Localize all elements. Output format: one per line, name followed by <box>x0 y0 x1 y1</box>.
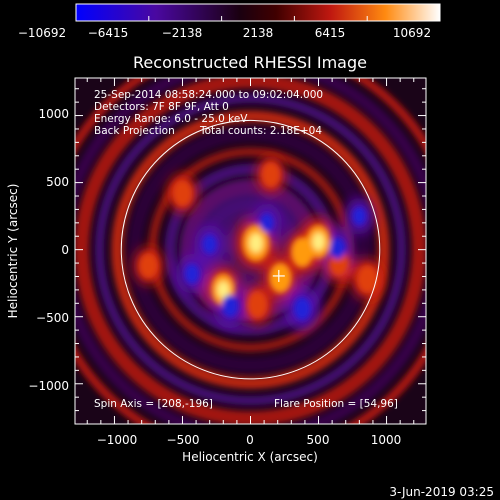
spin-axis-marker <box>272 269 285 282</box>
colorbar-tick-label: 10692 <box>393 26 431 40</box>
colorbar-gradient <box>75 3 441 22</box>
positive-source <box>138 252 158 279</box>
positive-source <box>172 179 193 207</box>
annotations: 25-Sep-2014 08:58:24.000 to 09:02:04.000… <box>94 89 398 410</box>
footer-date: 3-Jun-2019 03:25 <box>389 485 494 499</box>
x-tick-label: 1000 <box>371 433 402 447</box>
negative-source <box>329 237 346 260</box>
negative-source <box>221 294 239 318</box>
x-tick-label: −1000 <box>97 433 138 447</box>
y-tick-label: 1000 <box>38 107 69 121</box>
x-tick-label: 0 <box>246 433 254 447</box>
positive-source <box>291 237 314 268</box>
negative-source <box>184 263 200 284</box>
ring-band <box>94 94 407 406</box>
positive-source <box>357 264 378 294</box>
axis-ticks <box>75 78 426 424</box>
time-range-text: 25-Sep-2014 08:58:24.000 to 09:02:04.000 <box>94 89 323 101</box>
y-tick-label: 500 <box>46 175 69 189</box>
solar-limb-circle <box>120 119 381 380</box>
positive-source <box>247 290 268 319</box>
y-tick-label: −500 <box>36 311 69 325</box>
source-core-layer <box>138 161 378 321</box>
image-area <box>75 78 426 424</box>
spin-axis-text: Spin Axis = [208,-196] <box>94 398 213 410</box>
positive-source-peak <box>312 232 325 251</box>
negative-source <box>259 213 274 233</box>
negative-source <box>352 206 367 226</box>
positive-source <box>269 262 292 293</box>
y-axis-label: Heliocentric Y (arcsec) <box>6 184 20 319</box>
chart-title: Reconstructed RHESSI Image <box>133 53 367 72</box>
x-tick-label: −500 <box>167 433 200 447</box>
total-counts-text: Total counts: 2.18E+04 <box>199 125 322 137</box>
flare-position-text: Flare Position = [54,96] <box>274 398 398 410</box>
detectors-text: Detectors: 7F 8F 9F, Att 0 <box>94 101 229 113</box>
y-tick-label: 0 <box>61 243 69 257</box>
colorbar-tick-label: 6415 <box>315 26 346 40</box>
y-tick-labels: 1000 500 0 −500 −1000 <box>28 107 69 393</box>
x-axis-label: Heliocentric X (arcsec) <box>182 450 318 464</box>
negative-source <box>202 234 217 254</box>
colorbar: −10692 −6415 −2138 2138 6415 10692 <box>18 3 441 40</box>
positive-source-peak <box>249 233 263 253</box>
positive-source-peak <box>217 281 230 299</box>
ring-band <box>127 126 374 373</box>
positive-source <box>261 161 281 188</box>
energy-range-text: Energy Range: 6.0 - 25.0 keV <box>94 113 248 125</box>
ring-band <box>111 110 390 389</box>
x-tick-label: 500 <box>307 433 330 447</box>
method-text: Back Projection <box>94 125 175 137</box>
x-tick-labels: −1000 −500 0 500 1000 <box>97 433 402 447</box>
colorbar-tick-label: −6415 <box>88 26 129 40</box>
y-tick-label: −1000 <box>28 379 69 393</box>
colorbar-tick-label: −2138 <box>162 26 203 40</box>
negative-source <box>293 297 311 321</box>
colorbar-tick-label: 2138 <box>243 26 274 40</box>
colorbar-tick-label: −10692 <box>18 26 66 40</box>
